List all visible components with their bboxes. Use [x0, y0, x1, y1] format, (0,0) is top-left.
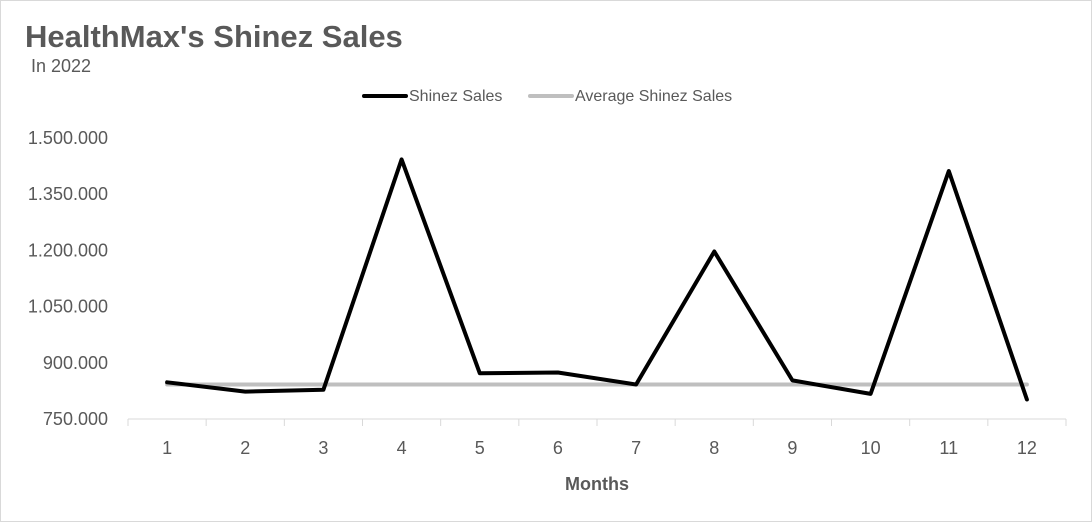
x-tick-label: 7 [631, 438, 641, 458]
y-axis: 750.000 900.000 1.050.000 1.200.000 1.350.00… [28, 128, 108, 429]
x-tick-label: 6 [553, 438, 563, 458]
y-tick-label: 1.500.000 [28, 128, 108, 148]
x-tick-label: 9 [787, 438, 797, 458]
x-tick-label: 3 [318, 438, 328, 458]
chart-title: HealthMax's Shinez Sales [25, 19, 403, 54]
x-tick-label: 8 [709, 438, 719, 458]
series-line-shinez-sales [165, 157, 1029, 402]
x-axis-title: Months [565, 474, 629, 494]
y-tick-label: 1.050.000 [28, 297, 108, 317]
x-tick-label: 11 [939, 438, 958, 458]
legend-label: Shinez Sales [409, 88, 502, 105]
x-tick-label: 5 [475, 438, 485, 458]
x-axis: 1 2 3 4 5 6 7 8 9 10 11 12 [127, 418, 1067, 458]
y-tick-label: 900.000 [43, 353, 108, 373]
y-tick-label: 1.350.000 [28, 184, 108, 204]
x-tick-label: 4 [397, 438, 407, 458]
x-tick-label: 10 [861, 438, 881, 458]
y-tick-label: 1.200.000 [28, 240, 108, 260]
legend-label: Average Shinez Sales [575, 88, 732, 105]
x-tick-label: 12 [1017, 438, 1037, 458]
x-tick-label: 1 [162, 438, 172, 458]
x-tick-label: 2 [240, 438, 250, 458]
y-tick-label: 750.000 [43, 409, 108, 429]
series-layer [165, 157, 1029, 402]
chart-subtitle: In 2022 [31, 56, 92, 76]
legend: Shinez Sales Average Shinez Sales [362, 88, 732, 105]
